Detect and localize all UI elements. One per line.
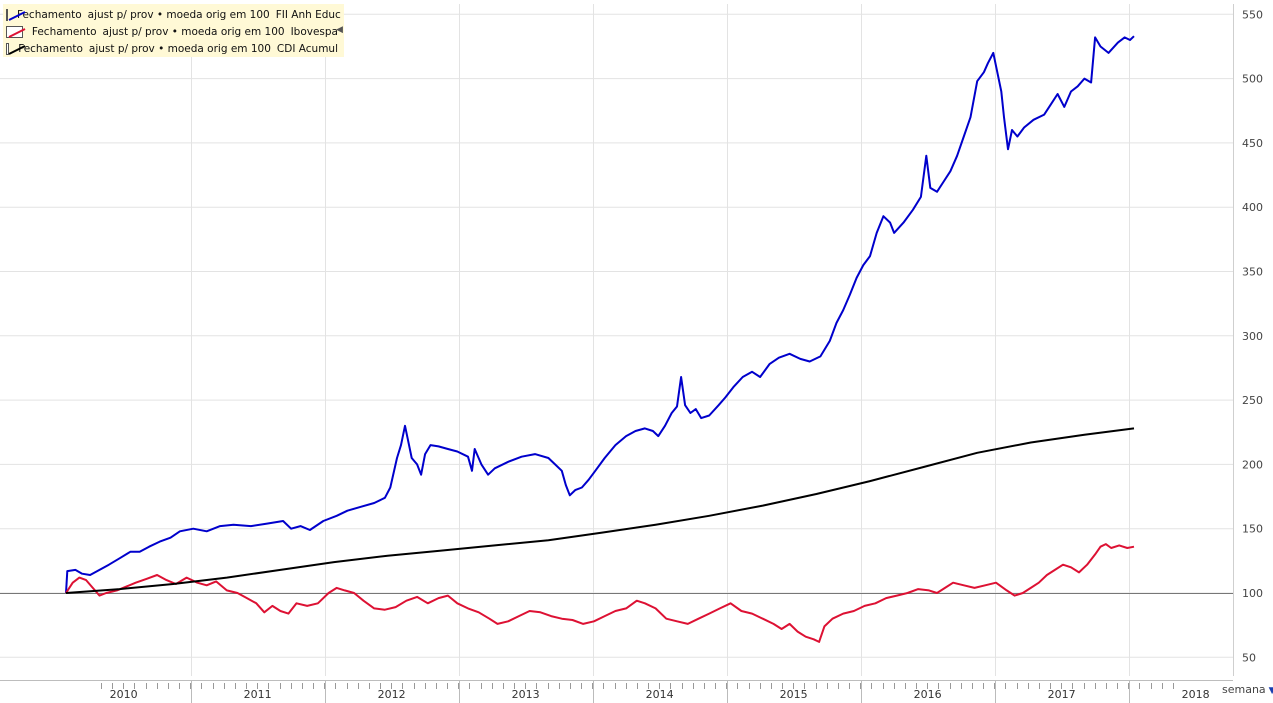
legend-label: Fechamento ajust p/ prov • moeda orig em …	[17, 8, 341, 21]
x-axis-band	[0, 680, 1233, 703]
y-tick-label: 450	[1242, 137, 1263, 150]
x-tick-label: 2018	[1182, 688, 1210, 701]
period-selector[interactable]: semana ▼	[1222, 683, 1273, 696]
series-line	[65, 35, 1135, 594]
x-tick-label: 2012	[378, 688, 406, 701]
x-tick-label: 2010	[110, 688, 138, 701]
series-swatch-icon	[6, 8, 26, 21]
series-swatch-icon	[6, 25, 26, 38]
y-tick-label: 550	[1242, 8, 1263, 21]
legend-label: Fechamento ajust p/ prov • moeda orig em …	[31, 25, 338, 38]
y-tick-label: 150	[1242, 523, 1263, 536]
triangle-left-icon[interactable]: ◀	[336, 25, 343, 35]
x-tick-label: 2011	[244, 688, 272, 701]
period-label: semana	[1222, 683, 1266, 696]
legend-item-ibovespa[interactable]: Fechamento ajust p/ prov • moeda orig em …	[3, 23, 344, 40]
y-tick-label: 350	[1242, 266, 1263, 279]
legend: Fechamento ajust p/ prov • moeda orig em …	[3, 4, 344, 57]
x-tick-label: 2015	[780, 688, 808, 701]
y-tick-label: 300	[1242, 330, 1263, 343]
legend-label: Fechamento ajust p/ prov • moeda orig em …	[18, 42, 338, 55]
y-tick-label: 200	[1242, 458, 1263, 471]
x-tick-label: 2016	[914, 688, 942, 701]
x-tick-label: 2014	[646, 688, 674, 701]
y-tick-label: 250	[1242, 394, 1263, 407]
y-tick-label: 400	[1242, 201, 1263, 214]
series-line	[65, 427, 1135, 594]
series-lines	[65, 35, 1135, 643]
series-swatch-icon	[6, 42, 26, 55]
legend-item-cdi[interactable]: Fechamento ajust p/ prov • moeda orig em …	[3, 40, 344, 57]
legend-item-fii[interactable]: Fechamento ajust p/ prov • moeda orig em …	[3, 6, 344, 23]
y-tick-label: 500	[1242, 73, 1263, 86]
axes: 50 100 150 200 250 300 350 400 450 500 550 2010 2011…	[0, 4, 1263, 703]
x-tick-label: 2013	[512, 688, 540, 701]
x-tick-label: 2017	[1048, 688, 1076, 701]
y-tick-label: 100	[1242, 587, 1263, 600]
y-tick-label: 50	[1242, 651, 1256, 664]
series-line	[65, 543, 1135, 643]
triangle-down-icon: ▼	[1268, 686, 1273, 696]
